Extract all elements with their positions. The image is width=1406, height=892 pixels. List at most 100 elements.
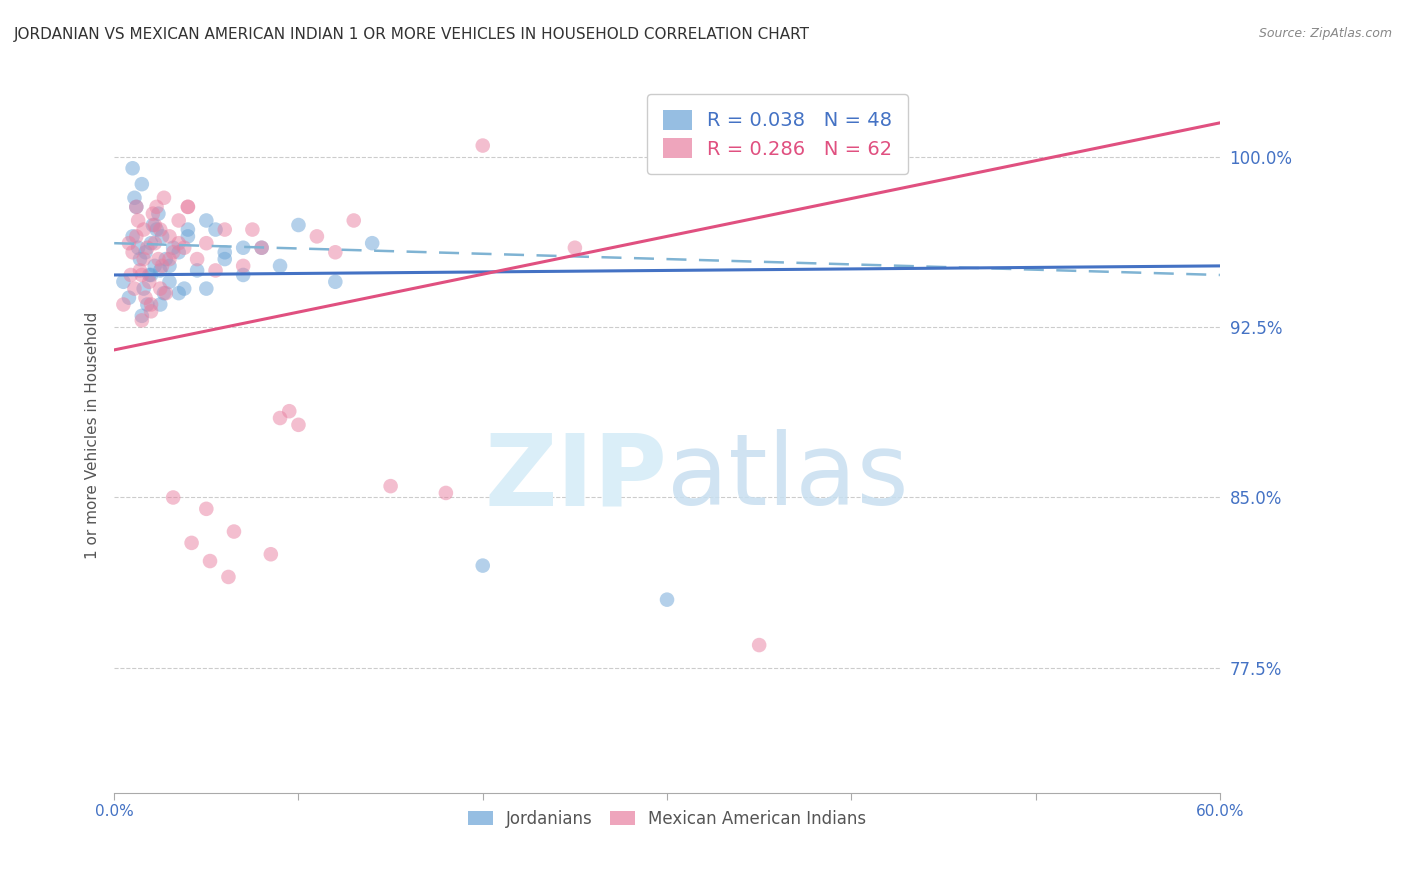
Point (153, 286, 176, 301)
Point (232, 259, 254, 273)
Point (232, 241, 254, 255)
Point (159, 229, 181, 244)
Point (143, 236, 166, 251)
Point (195, 282, 218, 296)
Point (839, 145, 862, 160)
Point (217, 570, 239, 584)
Point (177, 222, 200, 236)
Point (136, 297, 159, 311)
Point (148, 207, 170, 221)
Point (471, 558, 494, 573)
Point (250, 241, 273, 255)
Point (748, 638, 770, 652)
Point (204, 263, 226, 277)
Point (180, 536, 202, 550)
Point (136, 241, 159, 255)
Point (167, 213, 190, 227)
Point (260, 547, 283, 561)
Point (149, 297, 172, 311)
Point (121, 229, 143, 244)
Point (148, 252, 170, 266)
Point (162, 241, 184, 255)
Text: JORDANIAN VS MEXICAN AMERICAN INDIAN 1 OR MORE VEHICLES IN HOUSEHOLD CORRELATION: JORDANIAN VS MEXICAN AMERICAN INDIAN 1 O… (14, 27, 810, 42)
Point (167, 245, 190, 260)
Point (121, 161, 143, 176)
Point (269, 411, 291, 425)
Point (173, 241, 195, 255)
Point (121, 245, 143, 260)
Point (139, 304, 162, 318)
Point (177, 229, 200, 244)
Point (145, 200, 167, 214)
Point (124, 191, 146, 205)
Point (134, 245, 156, 260)
Point (250, 241, 273, 255)
Point (129, 263, 152, 277)
Point (287, 218, 309, 232)
Point (380, 479, 402, 493)
Point (149, 282, 172, 296)
Point (139, 268, 162, 282)
Point (120, 268, 142, 282)
Point (159, 259, 181, 273)
Text: ZIP: ZIP (484, 429, 666, 526)
Point (361, 236, 384, 251)
Point (214, 222, 236, 236)
Point (204, 222, 226, 236)
Point (143, 259, 166, 273)
Point (131, 309, 153, 323)
Point (159, 275, 181, 289)
Point (195, 236, 218, 251)
Point (125, 200, 148, 214)
Point (112, 275, 135, 289)
Point (222, 524, 245, 539)
Point (131, 313, 153, 327)
Point (242, 222, 264, 236)
Point (132, 222, 155, 236)
Point (162, 245, 184, 260)
Point (269, 259, 291, 273)
Point (127, 213, 149, 227)
Point (471, 138, 494, 153)
Point (149, 263, 172, 277)
Point (155, 252, 177, 266)
Point (323, 245, 346, 260)
Legend: Jordanians, Mexican American Indians: Jordanians, Mexican American Indians (461, 803, 873, 834)
Point (155, 286, 177, 301)
Point (198, 554, 221, 568)
Point (177, 200, 200, 214)
Point (125, 200, 148, 214)
Point (323, 275, 346, 289)
Point (118, 291, 141, 305)
Point (127, 241, 149, 255)
Point (173, 282, 195, 296)
Point (112, 297, 135, 311)
Point (124, 282, 146, 296)
Point (214, 245, 236, 260)
Point (195, 501, 218, 516)
Point (186, 252, 208, 266)
Point (564, 241, 586, 255)
Point (159, 252, 181, 266)
Point (142, 218, 165, 232)
Point (167, 286, 190, 301)
Text: atlas: atlas (666, 429, 908, 526)
Point (138, 275, 160, 289)
Point (195, 213, 218, 227)
Point (131, 268, 153, 282)
Point (343, 213, 366, 227)
Point (149, 222, 172, 236)
Point (305, 229, 328, 244)
Point (177, 200, 200, 214)
Point (287, 417, 309, 432)
Point (118, 236, 141, 251)
Point (186, 263, 208, 277)
Point (150, 259, 173, 273)
Point (655, 592, 678, 607)
Point (131, 177, 153, 191)
Point (434, 486, 457, 500)
Point (150, 229, 173, 244)
Point (125, 229, 148, 244)
Point (214, 252, 236, 266)
Point (167, 236, 190, 251)
